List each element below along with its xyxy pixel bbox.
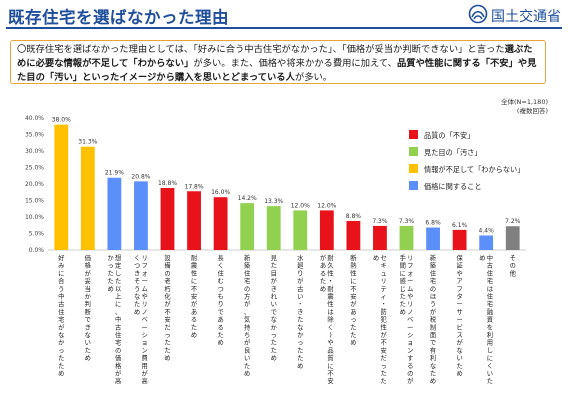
bar-value-label: 7.3%	[399, 218, 415, 225]
bar-value-label: 17.8%	[185, 183, 204, 190]
bar-value-label: 38.0%	[52, 117, 71, 124]
bar-value-label: 18.8%	[158, 180, 177, 187]
legend-label: 見た目の「汚さ」	[424, 148, 482, 157]
mlit-logo-icon	[468, 4, 488, 24]
category-label: 保証やアフターサービスがないため	[456, 253, 463, 378]
category-label: 断熱性に不安があったため	[350, 253, 357, 347]
bar	[266, 206, 281, 250]
bar-value-label: 7.2%	[505, 218, 521, 225]
bar	[213, 197, 228, 250]
sample-size-note: 全体(N=1,180) (複数回答)	[501, 98, 548, 116]
category-label: 設備の老朽化が不安だったため	[164, 253, 171, 362]
bar-value-label: 31.3%	[78, 139, 97, 146]
legend-swatch	[409, 164, 418, 173]
category-label: 耐震性に不安があるため	[191, 254, 198, 339]
bar-value-label: 6.1%	[452, 222, 468, 229]
bar-value-label: 8.8%	[346, 213, 362, 220]
bar	[240, 203, 255, 250]
category-label: 長く住むつもりであるため	[217, 254, 224, 347]
category-label: 価格が妥当か判断できないため	[85, 253, 92, 362]
y-tick-label: 35.0%	[25, 132, 44, 139]
bar	[399, 225, 414, 250]
summary-box: 〇既存住宅を選ばなかった理由としては、「好みに合う中古住宅がなかった」、「価格が…	[10, 40, 546, 84]
legend-label: 情報が不足して「わからない」	[424, 165, 524, 174]
sample-size: 全体(N=1,180)	[501, 98, 548, 106]
category-label: 想定した以上に、中古住宅の価格が高かったため	[107, 253, 122, 385]
logo-text: 国土交通省	[491, 9, 561, 25]
bar	[346, 220, 361, 250]
bar	[293, 210, 308, 250]
summary-text-3: が多い。また、価格や将来かかる費用に加えて、	[193, 58, 397, 69]
bar	[80, 146, 95, 250]
y-tick-label: 5.0%	[29, 231, 45, 238]
y-tick-label: 10.0%	[25, 214, 44, 221]
bar	[107, 177, 122, 250]
bar	[479, 235, 494, 250]
y-tick-label: 25.0%	[25, 165, 44, 172]
bar	[505, 226, 520, 250]
bar	[134, 181, 148, 250]
category-label: リフォームやリノベーションするのが手間に感じたため	[400, 253, 415, 385]
legend-label: 価格に関すること	[424, 182, 482, 191]
category-label: その他	[510, 254, 517, 277]
category-label: 新築住宅のほうが税制面で有利なため	[430, 253, 437, 385]
ministry-logo: 国土交通省	[468, 4, 564, 25]
summary-text-5: が多い。	[294, 72, 333, 83]
summary-text-4: 品質や性能に関する「不安」や見た目の「汚い」といったイメージから購入を思いとどま…	[17, 58, 537, 83]
summary-text-1: 〇既存住宅を選ばなかった理由としては、「好みに合う中古住宅がなかった」、「価格が…	[17, 44, 505, 55]
category-label: リフォームやリノベーション費用が高くつきそうなため	[134, 255, 149, 385]
bar	[373, 225, 387, 250]
bar-value-label: 21.9%	[105, 170, 124, 177]
category-label: 水廻りが古い・きたなかったため	[297, 253, 304, 370]
y-tick-label: 20.0%	[25, 181, 44, 188]
bar	[426, 227, 440, 250]
bar	[187, 191, 201, 250]
legend-swatch	[409, 147, 418, 156]
y-tick-label: 15.0%	[25, 198, 44, 205]
legend-swatch	[409, 181, 418, 190]
bar-value-label: 16.0%	[211, 189, 230, 196]
bar	[54, 124, 69, 250]
category-label: 見た目がきれいでなかったため	[271, 254, 278, 362]
category-label: 好みに合う中古住宅がなかったため	[58, 253, 65, 378]
y-tick-label: 40.0%	[25, 115, 44, 122]
multiple-answer-note: (複数回答)	[516, 107, 548, 115]
bar-value-label: 12.0%	[317, 202, 336, 209]
bar	[160, 187, 175, 250]
bar	[319, 210, 334, 250]
y-tick-label: 0.0%	[29, 247, 45, 254]
summary-text-2: 選ぶために必要な情報が不足して「わからない」	[17, 44, 533, 69]
bar-value-label: 14.2%	[238, 195, 257, 202]
category-label: 中古住宅は住宅融資を利用しにくいため	[479, 253, 494, 385]
bar-value-label: 13.3%	[264, 198, 283, 205]
bar	[452, 229, 467, 250]
y-tick-label: 30.0%	[25, 148, 44, 155]
bar-value-label: 12.0%	[291, 202, 310, 209]
legend-swatch	[409, 130, 418, 139]
legend-label: 品質の「不安」	[424, 131, 474, 140]
category-label: セキュリティ・防犯性が不安だったため	[373, 254, 388, 385]
bar-value-label: 7.3%	[372, 218, 388, 225]
page-title: 既存住宅を選ばなかった理由	[8, 8, 229, 27]
bar-value-label: 20.8%	[131, 173, 150, 180]
category-label: 新築住宅の方が、気持ちが良いため	[244, 253, 251, 378]
title-divider	[6, 27, 562, 29]
bar-value-label: 4.4%	[479, 227, 495, 234]
category-label: 耐久性・耐震性は除く)や品質に不安があるため	[320, 253, 335, 385]
bar-value-label: 6.8%	[425, 220, 441, 227]
